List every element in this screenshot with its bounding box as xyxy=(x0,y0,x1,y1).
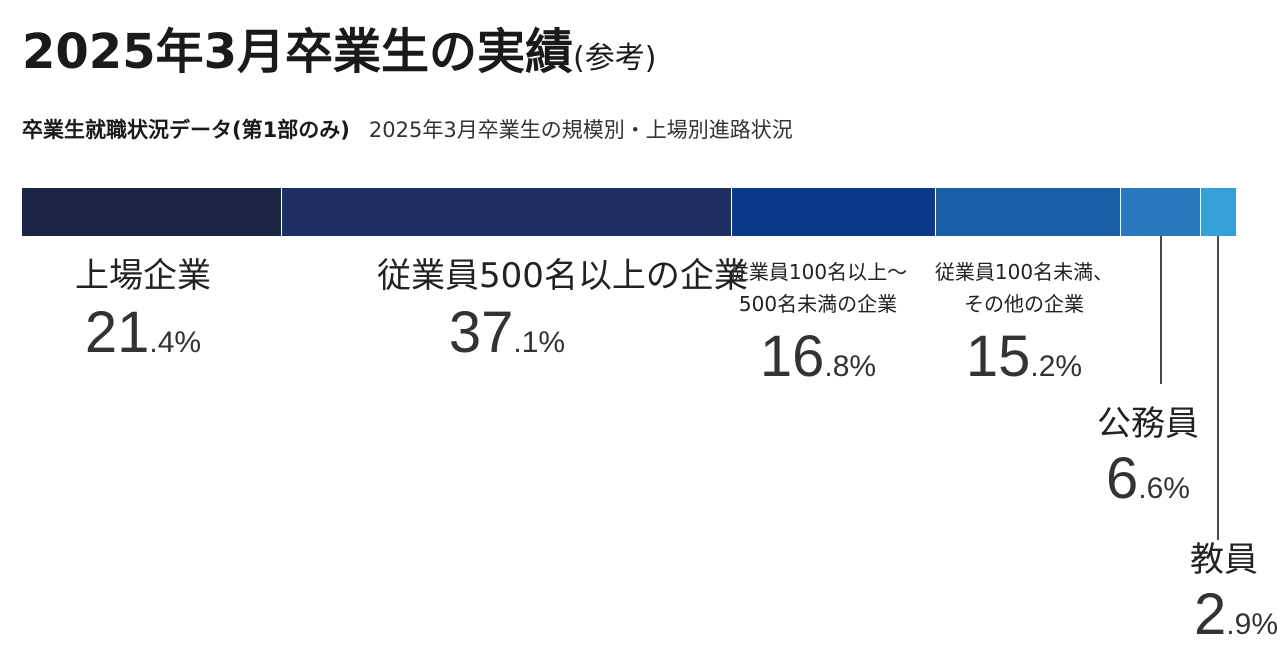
bar-segment-3 xyxy=(732,188,937,236)
percent-integer: 6 xyxy=(1106,446,1139,511)
stacked-bar xyxy=(22,188,1236,236)
percent-decimal: .8% xyxy=(824,350,877,383)
category-label: 従業員100名以上〜 xyxy=(728,260,908,284)
percent-label: 6.6% xyxy=(1018,446,1278,512)
percent-integer: 15 xyxy=(965,324,1031,389)
chart-title-main: 2025年3月卒業生の実績 xyxy=(22,24,573,80)
bar-segment-4 xyxy=(936,188,1121,236)
percent-decimal: .4% xyxy=(149,326,202,359)
percent-integer: 37 xyxy=(448,300,514,365)
category-label: 教員 xyxy=(1190,540,1258,580)
category-label: 従業員500名以上の企業 xyxy=(377,256,748,296)
bar-label-6: 教員 2.9% xyxy=(1018,538,1278,648)
percent-label: 2.9% xyxy=(1018,582,1278,648)
bar-label-4: 従業員100名未満、 その他の企業 15.2% xyxy=(894,256,1154,390)
bar-segment-2 xyxy=(281,188,733,236)
bar-label-1: 上場企業 21.4% xyxy=(13,254,273,366)
percent-decimal: .6% xyxy=(1138,472,1190,505)
category-label: その他の企業 xyxy=(964,292,1084,316)
category-label: 公務員 xyxy=(1097,404,1199,444)
percent-integer: 16 xyxy=(759,324,825,389)
bar-label-3: 従業員100名以上〜 500名未満の企業 16.8% xyxy=(688,256,948,390)
bar-label-2: 従業員500名以上の企業 37.1% xyxy=(377,254,748,366)
percent-label: 21.4% xyxy=(13,300,273,366)
bar-segment-5 xyxy=(1120,188,1201,236)
percent-decimal: .9% xyxy=(1226,608,1278,641)
percent-label: 15.2% xyxy=(894,324,1154,390)
subtitle-light: 2025年3月卒業生の規模別・上場別進路状況 xyxy=(368,118,793,142)
percent-decimal: .1% xyxy=(513,326,566,359)
chart-title-paren: (参考) xyxy=(573,41,657,76)
percent-label: 16.8% xyxy=(688,324,948,390)
percent-integer: 21 xyxy=(84,300,150,365)
bar-segment-1 xyxy=(22,188,282,236)
category-label: 上場企業 xyxy=(75,256,211,296)
bar-label-5: 公務員 6.6% xyxy=(1018,402,1278,512)
bar-segment-6 xyxy=(1200,188,1236,236)
category-label: 従業員100名未満、 xyxy=(934,260,1114,284)
leader-line-5 xyxy=(1159,236,1162,384)
chart-subtitle: 卒業生就職状況データ(第1部のみ) 2025年3月卒業生の規模別・上場別進路状況 xyxy=(22,116,793,146)
percent-decimal: .2% xyxy=(1030,350,1083,383)
percent-label: 37.1% xyxy=(377,300,637,366)
chart-title: 2025年3月卒業生の実績(参考) xyxy=(22,22,656,89)
subtitle-strong: 卒業生就職状況データ(第1部のみ) xyxy=(22,118,350,142)
leader-line-6 xyxy=(1217,236,1220,540)
category-label: 500名未満の企業 xyxy=(738,292,898,316)
percent-integer: 2 xyxy=(1194,582,1227,647)
